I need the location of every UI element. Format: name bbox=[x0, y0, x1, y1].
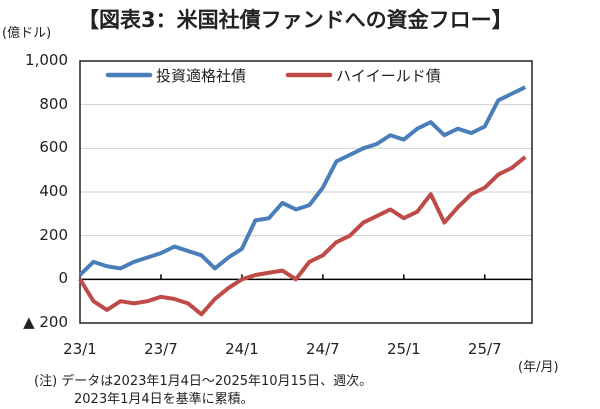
series-line-high-yield bbox=[78, 155, 527, 317]
y-tick-label: ▲ 200 bbox=[23, 313, 68, 331]
y-tick-label: 400 bbox=[39, 182, 68, 200]
legend-label: 投資適格社債 bbox=[156, 67, 246, 85]
x-tick-label: 23/7 bbox=[144, 340, 178, 358]
y-tick-label: 0 bbox=[58, 269, 68, 288]
x-tick-label: 24/1 bbox=[225, 340, 259, 358]
x-unit-label: (年/月) bbox=[518, 360, 559, 375]
y-tick-label: 800 bbox=[39, 94, 68, 113]
x-tick-label: 24/7 bbox=[306, 340, 340, 358]
plot-frame bbox=[79, 60, 533, 324]
y-tick-label: 200 bbox=[39, 225, 68, 244]
y-unit-label: (億ドル) bbox=[2, 26, 52, 41]
x-tick-label: 25/1 bbox=[386, 340, 421, 358]
legend-label: ハイイールド債 bbox=[336, 67, 441, 85]
x-tick-label: 23/1 bbox=[63, 340, 97, 358]
note-line-2: 2023年1月4日を基準に累積。 bbox=[74, 392, 254, 407]
y-tick-label: 600 bbox=[39, 138, 68, 157]
y-tick-label: 1,000 bbox=[25, 51, 68, 69]
chart-title: 【図表3：米国社債ファンドへの資金フロー】 bbox=[78, 8, 513, 32]
x-tick-label: 25/7 bbox=[467, 340, 502, 358]
series-line-investment-grade bbox=[78, 85, 527, 277]
note-line-1: (注) データは2023年1月4日～2025年10月15日、週次。 bbox=[34, 374, 373, 389]
